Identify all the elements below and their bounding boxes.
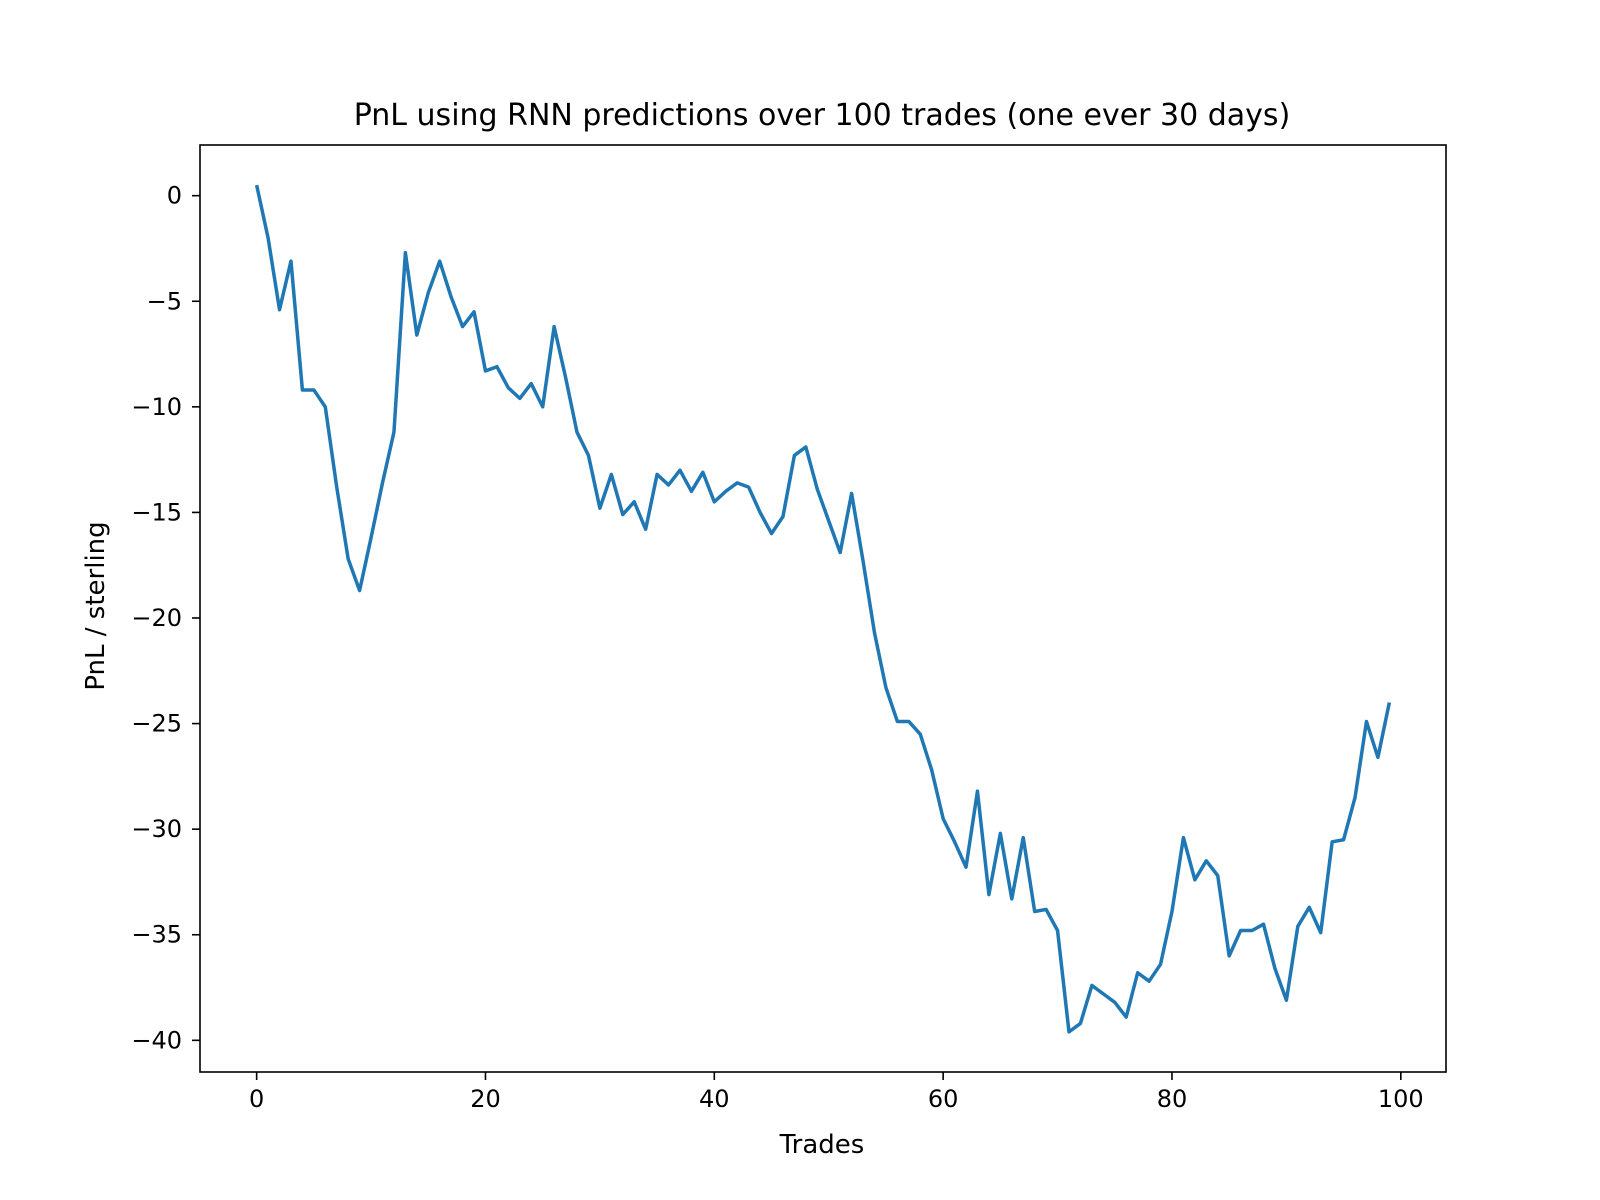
- y-axis-label: PnL / sterling: [81, 521, 111, 690]
- x-tick-label: 20: [470, 1085, 501, 1113]
- plot-frame: [199, 144, 1447, 1073]
- y-tick-label: −20: [131, 604, 182, 632]
- x-tick-label: 100: [1378, 1085, 1424, 1113]
- y-tick-label: −25: [131, 710, 182, 738]
- plot-area: [199, 144, 1447, 1073]
- x-tick-label: 40: [699, 1085, 730, 1113]
- chart-title: PnL using RNN predictions over 100 trade…: [354, 98, 1291, 133]
- y-tick-label: 0: [167, 182, 182, 210]
- y-tick-label: −30: [131, 815, 182, 843]
- y-tick-label: −10: [131, 393, 182, 421]
- y-axis: 0 −5 −10 −15 −20 −25 −30 −35 −40: [131, 182, 200, 1054]
- y-tick-label: −15: [131, 498, 182, 526]
- series-layer: [254, 184, 1392, 1034]
- y-tick-label: −35: [131, 921, 182, 949]
- x-axis-label: Trades: [779, 1130, 865, 1160]
- x-tick-label: 80: [1157, 1085, 1188, 1113]
- y-tick-label: −40: [131, 1026, 182, 1054]
- y-tick-label: −5: [147, 287, 182, 315]
- x-tick-label: 0: [249, 1085, 264, 1113]
- x-tick-label: 60: [928, 1085, 959, 1113]
- pnl-series-line: [254, 184, 1392, 1034]
- x-axis: 0 20 40 60 80 100: [249, 1072, 1424, 1113]
